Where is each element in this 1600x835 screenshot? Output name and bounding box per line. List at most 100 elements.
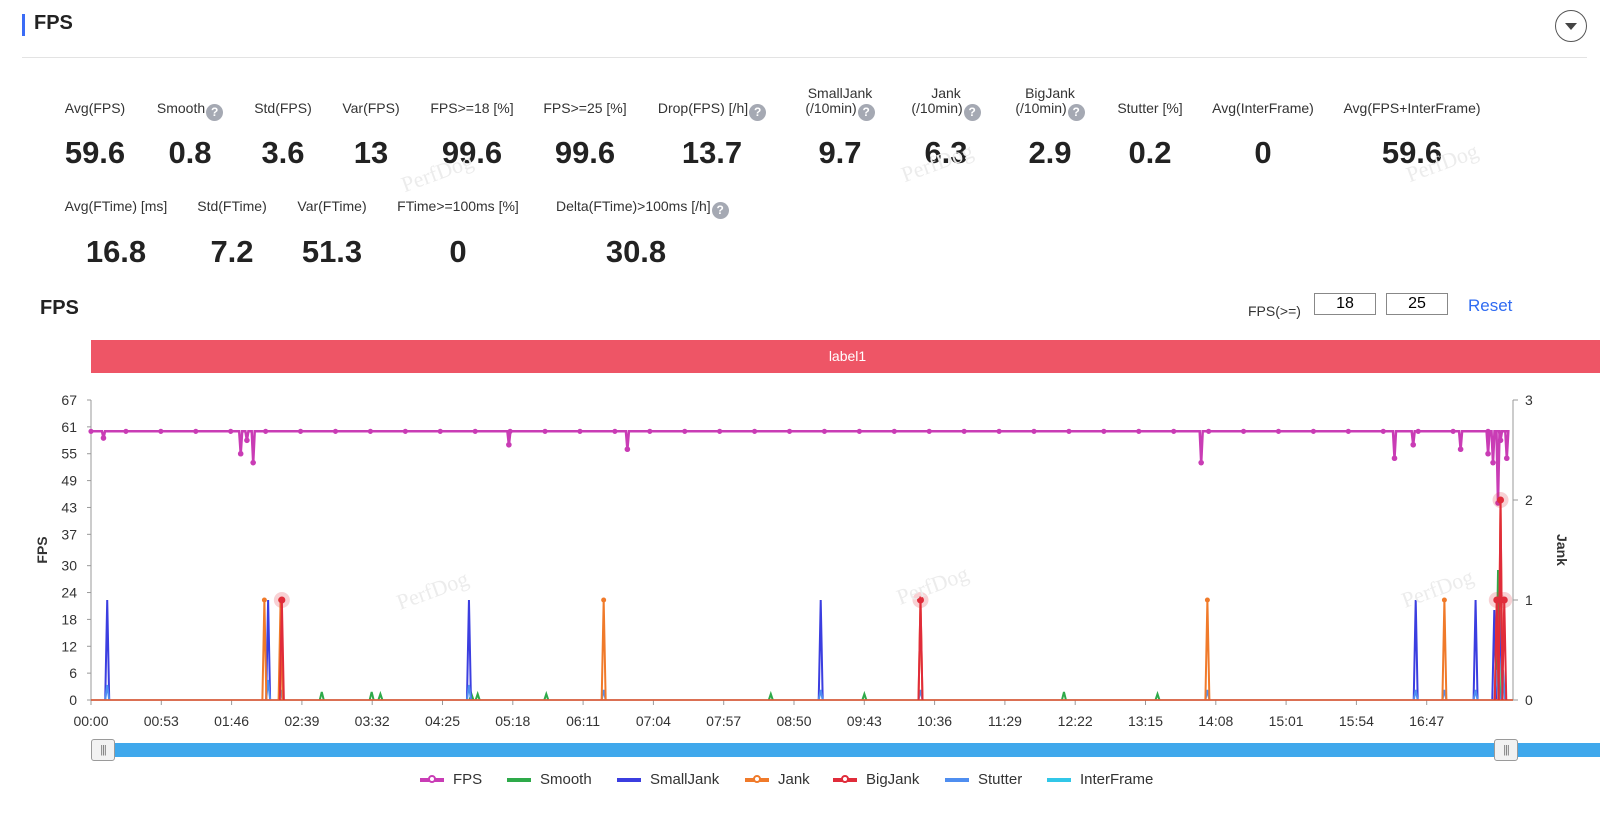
- question-icon[interactable]: ?: [857, 104, 875, 121]
- fps-point: [123, 428, 129, 434]
- fps-series-line: [91, 430, 1510, 504]
- fps-point: [891, 428, 897, 434]
- fps-point: [1066, 428, 1072, 434]
- legend-item-big-jank[interactable]: BigJank: [833, 771, 919, 788]
- y-axis-label-left: FPS: [34, 536, 50, 563]
- reset-link[interactable]: Reset: [1468, 296, 1513, 315]
- question-icon[interactable]: ?: [749, 104, 767, 121]
- stat-label-text: Avg(FPS+InterFrame): [1343, 100, 1481, 116]
- fps-point: [1171, 428, 1177, 434]
- legend-label: Smooth: [540, 771, 592, 788]
- stat-value: 59.6: [64, 135, 126, 170]
- fps-point: [158, 428, 164, 434]
- fps-point: [1101, 428, 1107, 434]
- fps-point: [237, 450, 244, 457]
- stat-value: 30.8: [605, 234, 667, 269]
- x-tick-label: 04:25: [425, 713, 460, 729]
- stat-value: 16.8: [85, 234, 147, 269]
- y-tick-label-right: 1: [1525, 592, 1533, 608]
- fps-point: [542, 428, 548, 434]
- stat-value: 7.2: [210, 234, 254, 269]
- slider-handle-start[interactable]: |||: [91, 739, 115, 761]
- x-tick-label: 08:50: [776, 713, 811, 729]
- stat-value: 0: [449, 234, 467, 269]
- chevron-down-icon: [1565, 23, 1577, 30]
- fps-threshold-high-input[interactable]: [1386, 293, 1448, 315]
- time-range-slider[interactable]: [91, 743, 1600, 757]
- stat-label: Var(FTime): [252, 199, 412, 214]
- stat-label: Avg(InterFrame): [1183, 101, 1343, 116]
- bigjank-point: [278, 596, 286, 604]
- fps-point: [1206, 428, 1212, 434]
- question-icon[interactable]: ?: [1067, 104, 1085, 121]
- x-tick-label: 00:53: [144, 713, 179, 729]
- fps-point: [1490, 459, 1496, 466]
- legend-item-interframe[interactable]: InterFrame: [1047, 771, 1153, 788]
- fps-threshold-low-input[interactable]: [1314, 293, 1376, 315]
- fps-point: [1485, 450, 1491, 457]
- stat-label-text: Var(FTime): [297, 198, 367, 214]
- legend-swatch: [1047, 777, 1071, 782]
- fps-point: [1136, 428, 1142, 434]
- jank-spike: [261, 599, 268, 701]
- stat-label: Std(FTime): [152, 199, 312, 214]
- legend-item-small-jank[interactable]: SmallJank: [617, 771, 719, 788]
- fps-point: [263, 428, 269, 434]
- watermark: PerfDog: [1398, 564, 1477, 613]
- stat-label: BigJank (/10min)?: [970, 86, 1130, 121]
- stat-label-text: Avg(FPS): [64, 100, 126, 116]
- stat-label-text: FTime>=100ms [%]: [397, 198, 519, 214]
- fps-point: [472, 428, 478, 434]
- stat-label-text: Avg(InterFrame): [1212, 100, 1314, 116]
- stat-value: 0.2: [1128, 135, 1172, 170]
- stat-label: Smooth?: [110, 101, 270, 121]
- smalljank-spike: [1412, 599, 1419, 701]
- legend-item-jank[interactable]: Jank: [745, 771, 810, 788]
- legend-label: Jank: [778, 771, 810, 788]
- legend-item-stutter[interactable]: Stutter: [945, 771, 1022, 788]
- slider-handle-end[interactable]: |||: [1494, 739, 1518, 761]
- stat-label-text: Var(FPS): [342, 100, 400, 116]
- question-icon[interactable]: ?: [711, 202, 729, 219]
- page-title: FPS: [34, 12, 73, 34]
- x-tick-label: 06:11: [566, 713, 600, 729]
- stutter-spike: [1472, 689, 1479, 701]
- stat-label: Delta(FTime)>100ms [/h]?: [556, 199, 729, 219]
- legend-swatch: [420, 774, 444, 783]
- stat-label-text: Avg(FTime) [ms]: [64, 198, 168, 214]
- label-band[interactable]: label1: [91, 340, 1600, 373]
- legend-swatch: [833, 774, 857, 783]
- legend-swatch: [745, 774, 769, 783]
- stat-label: Stutter [%]: [1070, 101, 1230, 116]
- fps-point: [332, 428, 339, 434]
- stat-label: Drop(FPS) [/h]?: [632, 101, 792, 121]
- legend-label: Stutter: [978, 771, 1023, 788]
- grip-icon: |||: [100, 744, 107, 756]
- y-tick-label-right: 0: [1525, 692, 1533, 708]
- smooth-spike: [377, 690, 384, 701]
- fps-point: [624, 446, 631, 453]
- stat-label: Jank (/10min)?: [866, 86, 1026, 121]
- fps-point: [244, 437, 250, 444]
- stat-label: Avg(FPS+InterFrame): [1332, 101, 1492, 116]
- fps-point: [717, 428, 723, 434]
- jank-spike: [1204, 599, 1211, 701]
- header-divider: [22, 57, 1587, 58]
- collapse-button[interactable]: [1555, 10, 1587, 42]
- stutter-spike: [104, 684, 111, 701]
- fps-point: [1450, 428, 1456, 434]
- smooth-spike: [318, 691, 325, 701]
- question-icon[interactable]: ?: [963, 104, 981, 121]
- stat-label-text: Std(FPS): [254, 100, 312, 116]
- smooth-spike: [861, 690, 868, 701]
- question-icon[interactable]: ?: [206, 104, 224, 121]
- smooth-spike: [474, 690, 481, 701]
- fps-point: [1380, 428, 1386, 434]
- fps-point: [1275, 428, 1282, 434]
- x-tick-label: 11:29: [988, 713, 1022, 729]
- fps-point: [250, 459, 256, 466]
- bigjank-point: [1500, 596, 1508, 604]
- legend-item-smooth[interactable]: Smooth: [507, 771, 592, 788]
- legend-item-fps[interactable]: FPS: [420, 771, 482, 788]
